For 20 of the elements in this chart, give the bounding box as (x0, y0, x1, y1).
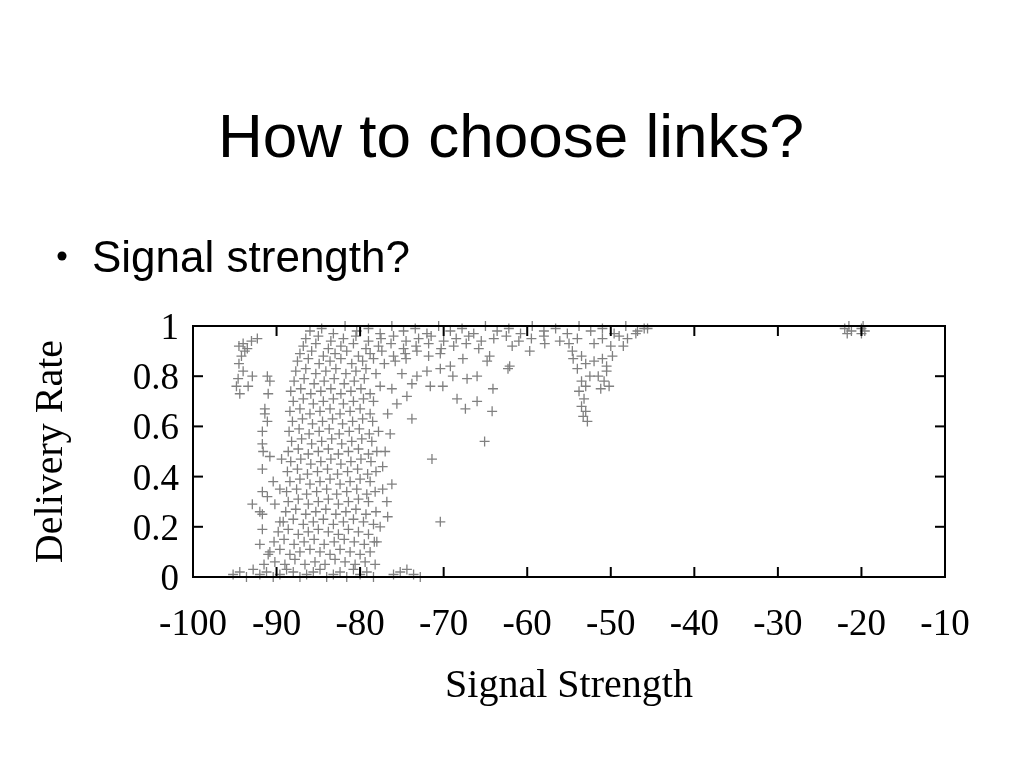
x-tick-label: -80 (335, 602, 385, 643)
x-tick-label: -50 (586, 602, 636, 643)
x-axis-title: Signal Strength (445, 661, 693, 706)
y-tick-label: 0.6 (132, 406, 179, 448)
chart-subtitle: Signal strength? (92, 232, 410, 281)
x-tick-label: -20 (836, 602, 887, 643)
x-tick-label: -60 (502, 602, 552, 643)
y-tick-label: 0.4 (132, 456, 179, 498)
x-tick-label: -70 (419, 602, 469, 643)
y-tick-label: 0.2 (132, 506, 179, 548)
x-tick-label: -90 (251, 602, 302, 643)
x-tick-label: -100 (159, 602, 227, 643)
x-tick-label: -10 (920, 602, 970, 643)
y-tick-label: 0.8 (132, 356, 179, 398)
x-tick-label: -30 (753, 602, 803, 643)
y-tick-label: 0 (160, 556, 179, 598)
y-axis-title: Delivery Rate (26, 339, 71, 564)
x-tick-label: -40 (669, 602, 719, 643)
y-tick-label: 1 (160, 305, 179, 347)
chart-title: How to choose links? (218, 101, 804, 170)
